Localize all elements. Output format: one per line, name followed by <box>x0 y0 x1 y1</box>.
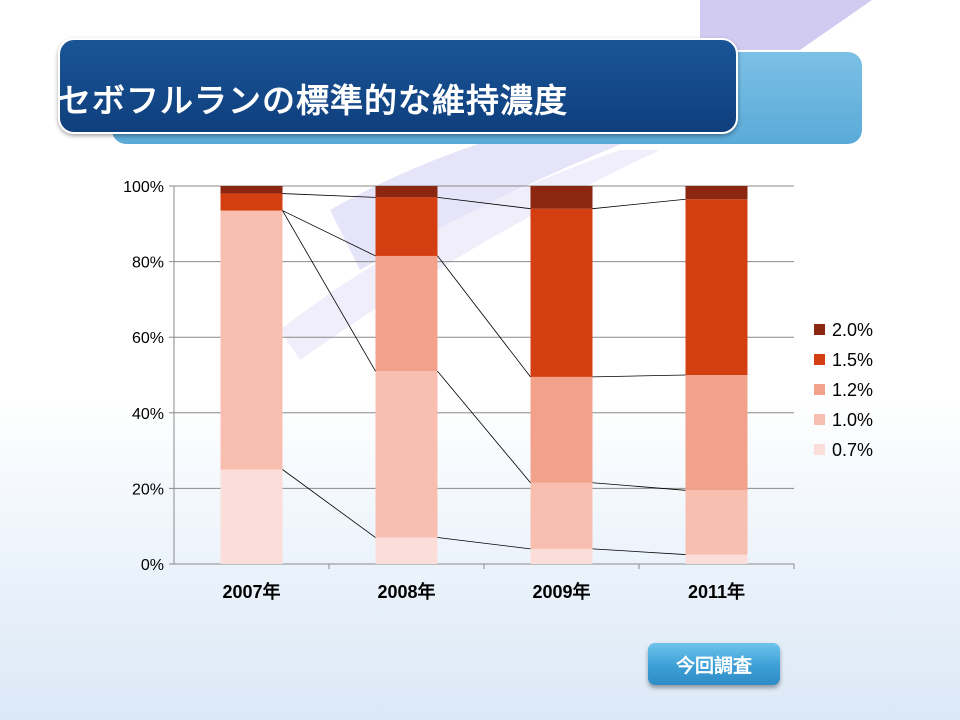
bar-segment <box>375 197 438 256</box>
y-tick-label: 20% <box>132 481 164 498</box>
bar-segment <box>685 186 748 200</box>
bar-segment <box>375 537 438 564</box>
bar-segment <box>530 548 593 564</box>
series-line <box>592 374 686 378</box>
series-line <box>437 370 531 483</box>
x-tick-label: 2007年 <box>222 581 280 602</box>
bar-segment <box>685 375 748 491</box>
legend-swatch <box>814 414 825 425</box>
series-line <box>437 255 531 378</box>
x-tick-label: 2008年 <box>377 581 435 602</box>
bar-segment <box>530 208 593 377</box>
series-line <box>282 193 376 198</box>
bar-segment <box>220 210 283 470</box>
legend-label: 2.0% <box>832 320 873 340</box>
series-line <box>437 537 531 550</box>
current-survey-button[interactable]: 今回調査 <box>648 643 780 685</box>
series-line <box>592 548 686 555</box>
legend-swatch <box>814 354 825 365</box>
x-tick-label: 2011年 <box>688 581 745 602</box>
bar-segment <box>375 186 438 198</box>
y-tick-label: 0% <box>141 557 164 574</box>
y-tick-label: 100% <box>123 179 164 196</box>
bar-segment <box>685 199 748 375</box>
series-line <box>282 210 376 372</box>
bar-segment <box>220 469 283 564</box>
bar-segment <box>375 255 438 372</box>
legend-label: 1.5% <box>832 350 873 370</box>
title-banner <box>58 38 738 134</box>
slide-title: セボフルランの標準的な維持濃度 <box>58 81 568 120</box>
bar-segment <box>220 186 283 194</box>
legend-label: 1.0% <box>832 410 873 430</box>
y-tick-label: 40% <box>132 406 164 423</box>
y-tick-label: 60% <box>132 330 164 347</box>
legend-swatch <box>814 444 825 455</box>
series-line <box>282 210 376 257</box>
series-line <box>592 198 686 210</box>
series-line <box>282 469 376 538</box>
y-tick-label: 80% <box>132 255 164 272</box>
bar-segment <box>375 371 438 538</box>
bar-segment <box>530 186 593 209</box>
legend-label: 0.7% <box>832 440 873 460</box>
series-line <box>592 482 686 491</box>
bar-segment <box>685 554 748 564</box>
legend-swatch <box>814 384 825 395</box>
bar-segment <box>530 482 593 549</box>
legend-swatch <box>814 324 825 335</box>
bar-segment <box>530 376 593 483</box>
bar-segment <box>685 490 748 555</box>
bar-segment <box>220 193 283 211</box>
series-line <box>437 196 531 210</box>
x-tick-label: 2009年 <box>532 581 590 602</box>
legend-label: 1.2% <box>832 380 873 400</box>
